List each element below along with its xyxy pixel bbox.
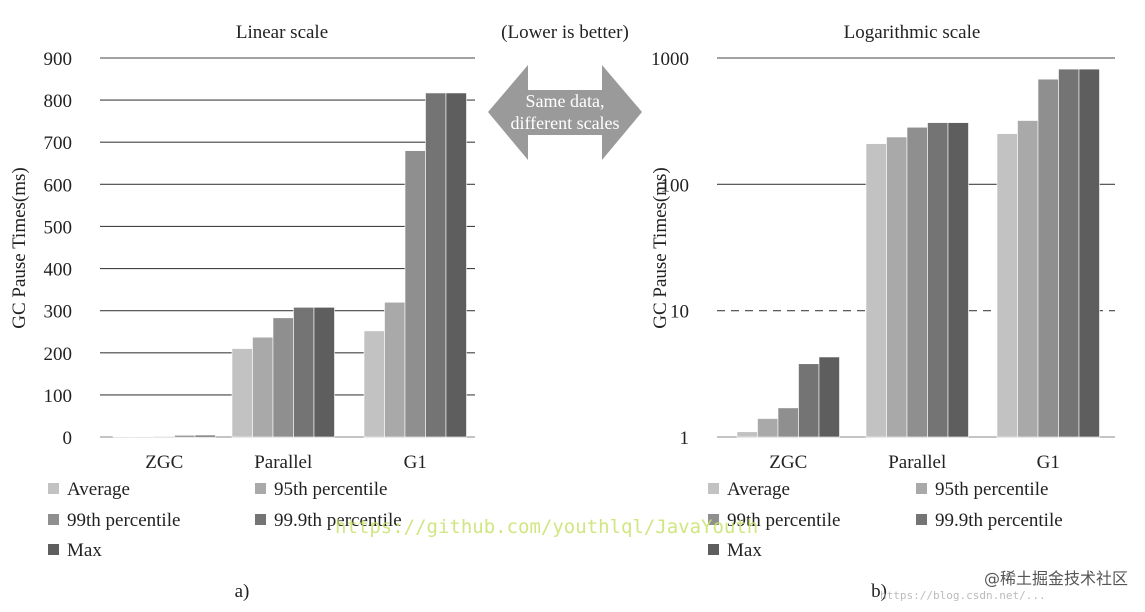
center-annotation: (Lower is better) Same data, different s… (488, 22, 642, 160)
y-tick-label: 1 (680, 428, 690, 449)
x-tick-label: Parallel (888, 452, 946, 473)
chart-title: Linear scale (236, 22, 328, 43)
x-tick-label: G1 (404, 452, 427, 473)
chart-title: Logarithmic scale (844, 22, 981, 43)
y-tick-label: 100 (661, 175, 690, 196)
legend-label: 99.9th percentile (935, 510, 1063, 531)
bar (232, 349, 253, 437)
bar (175, 435, 196, 437)
y-tick-label: 0 (63, 428, 73, 449)
x-tick-label: ZGC (145, 452, 183, 473)
bar (819, 357, 840, 437)
bar (928, 123, 949, 437)
bar (364, 331, 385, 437)
legend-swatch (255, 514, 266, 525)
y-tick-label: 600 (44, 175, 73, 196)
bar (866, 144, 887, 437)
bar (385, 302, 406, 437)
legend-swatch (48, 483, 59, 494)
bar (426, 93, 447, 437)
bar (1018, 121, 1039, 437)
y-axis-label: GC Pause Times(ms) (9, 167, 30, 329)
bar (446, 93, 467, 437)
y-tick-label: 200 (44, 344, 73, 365)
y-tick-label: 900 (44, 49, 73, 70)
footer-watermark-text: https://blog.csdn.net/... (880, 589, 1046, 602)
bar (737, 432, 758, 437)
legend-swatch (255, 483, 266, 494)
panel-linear: Linear scale GC Pause Times(ms) 0 100 200 300… (9, 22, 475, 602)
y-tick-label: 500 (44, 217, 73, 238)
legend-label: 95th percentile (935, 479, 1048, 500)
bar (314, 307, 335, 437)
y-tick-label: 400 (44, 260, 73, 281)
legend-label: 99th percentile (67, 510, 180, 531)
bar (778, 408, 799, 437)
arrow-label-line1: Same data, (526, 91, 605, 111)
panel-label: a) (235, 581, 250, 602)
y-tick-label: 100 (44, 386, 73, 407)
arrow-label-line2: different scales (510, 113, 619, 133)
legend-label: Average (727, 479, 790, 500)
bar (758, 419, 779, 437)
bar (1038, 79, 1059, 437)
legend-swatch (916, 483, 927, 494)
y-tick-label: 800 (44, 91, 73, 112)
bar (195, 435, 216, 437)
legend-swatch (48, 514, 59, 525)
legend-swatch (708, 483, 719, 494)
bar (948, 123, 969, 437)
legend-label: 95th percentile (274, 479, 387, 500)
bar (997, 134, 1018, 437)
legend-label: Average (67, 479, 130, 500)
bar (1079, 69, 1100, 437)
bar (1059, 69, 1080, 437)
y-tick-label: 10 (670, 302, 689, 323)
bar (154, 436, 175, 437)
legend-label: Max (67, 540, 102, 561)
legend-label: Max (727, 540, 762, 561)
bar (907, 127, 928, 437)
bar (134, 436, 155, 437)
bar (799, 364, 820, 437)
watermark-text: https://github.com/youthlql/JavaYouth (335, 516, 758, 538)
lower-is-better-note: (Lower is better) (501, 22, 629, 43)
x-tick-label: Parallel (254, 452, 312, 473)
x-tick-label: G1 (1037, 452, 1060, 473)
bar (253, 337, 274, 437)
legend-swatch (48, 544, 59, 555)
legend-swatch (916, 514, 927, 525)
bar (887, 137, 908, 437)
bar (294, 307, 315, 437)
footer-brand-text: @稀土掘金技术社区 (984, 569, 1128, 588)
x-tick-label: ZGC (769, 452, 807, 473)
bar (273, 318, 294, 437)
legend-swatch (708, 544, 719, 555)
bar (405, 151, 426, 437)
y-tick-label: 700 (44, 133, 73, 154)
y-tick-label: 300 (44, 302, 73, 323)
y-tick-label: 1000 (651, 49, 689, 70)
